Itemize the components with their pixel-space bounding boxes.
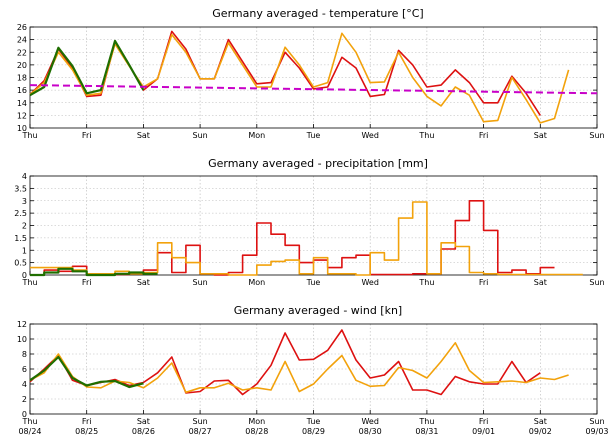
precipitation-xtick-label: Wed (361, 278, 378, 287)
wind-xtick-label: Thu (418, 417, 434, 426)
wind-xtick-date: 08/26 (132, 427, 155, 436)
precipitation-ytick-label: 0.5 (14, 259, 27, 268)
precipitation-ytick-label: 3.5 (14, 184, 27, 193)
wind-xtick-label: Sun (589, 417, 604, 426)
precipitation-ytick-label: 1 (22, 246, 27, 255)
precipitation-xtick-label: Sat (534, 278, 547, 287)
temperature-ytick-label: 24 (17, 36, 27, 45)
temperature-xtick-label: Wed (361, 131, 378, 140)
temperature-chart-title: Germany averaged - temperature [°C] (212, 7, 423, 20)
temperature-plot-frame (29, 26, 598, 129)
precipitation-xtick-label: Fri (82, 278, 92, 287)
temperature-xtick-label: Fri (82, 131, 92, 140)
temperature-series-trend (29, 84, 598, 95)
precipitation-ytick-label: 3 (22, 197, 27, 206)
temperature-panel: Germany averaged - temperature [°C] 10 12… (17, 7, 605, 140)
wind-ytick-label: 10 (17, 335, 27, 344)
wind-ytick-label: 12 (17, 320, 27, 329)
temperature-xtick-label: Tue (306, 131, 321, 140)
precipitation-xtick-label: Tue (306, 278, 321, 287)
wind-xtick-label: Tue (306, 417, 321, 426)
temperature-ytick-label: 12 (17, 111, 27, 120)
wind-xtick-label: Sun (192, 417, 207, 426)
temperature-xtick-label: Fri (479, 131, 489, 140)
wind-xtick-label: Sat (137, 417, 150, 426)
wind-xtick-date: 08/31 (415, 427, 438, 436)
wind-xtick-label: Thu (21, 417, 37, 426)
precipitation-plot-frame (29, 175, 598, 276)
wind-ytick-label: 0 (22, 410, 27, 419)
wind-xtick-date: 08/30 (359, 427, 382, 436)
temperature-ytick-label: 14 (17, 99, 27, 108)
wind-xtick-label: Mon (248, 417, 265, 426)
precipitation-xtick-label: Thu (21, 278, 37, 287)
precipitation-panel: Germany averaged - precipitation [mm] 0 0… (14, 157, 604, 287)
wind-xtick-date: 09/02 (529, 427, 552, 436)
temperature-ytick-label: 20 (17, 61, 27, 70)
temperature-xtick-label: Mon (248, 131, 265, 140)
wind-xtick-date: 08/25 (75, 427, 98, 436)
precipitation-xtick-label: Fri (479, 278, 489, 287)
wind-xtick-label: Fri (82, 417, 92, 426)
temperature-ytick-label: 10 (17, 124, 27, 133)
precipitation-chart-title: Germany averaged - precipitation [mm] (208, 157, 428, 170)
wind-chart-title: Germany averaged - wind [kn] (234, 304, 402, 317)
temperature-ytick-label: 22 (17, 48, 27, 57)
wind-xtick-date: 08/24 (18, 427, 41, 436)
temperature-series-green (29, 39, 145, 97)
temperature-ytick-label: 18 (17, 74, 27, 83)
precipitation-series-green (30, 267, 158, 277)
precipitation-xtick-label: Sat (137, 278, 150, 287)
temperature-xtick-label: Thu (21, 131, 37, 140)
precipitation-xtick-label: Sun (589, 278, 604, 287)
wind-ytick-label: 6 (22, 365, 27, 374)
wind-plot-frame (29, 323, 598, 415)
wind-ytick-label: 4 (22, 380, 27, 389)
wind-xtick-date: 08/29 (302, 427, 325, 436)
temperature-xtick-label: Thu (418, 131, 434, 140)
wind-series-red (29, 329, 541, 396)
precipitation-ytick-label: 4 (22, 172, 27, 181)
precipitation-ytick-label: 2.5 (14, 209, 27, 218)
temperature-xtick-label: Sun (192, 131, 207, 140)
wind-xtick-label: Fri (479, 417, 489, 426)
wind-xtick-label: Wed (361, 417, 378, 426)
wind-series-orange (29, 342, 569, 394)
precipitation-xtick-label: Thu (418, 278, 434, 287)
wind-ytick-label: 8 (22, 350, 27, 359)
temperature-series-orange (29, 32, 570, 124)
wind-xtick-date: 08/27 (189, 427, 212, 436)
wind-ytick-label: 2 (22, 395, 27, 404)
precipitation-ytick-label: 0 (22, 271, 27, 280)
wind-xtick-date: 08/28 (245, 427, 268, 436)
wind-panel: Germany averaged - wind [kn] 0 2 4 6 8 10 12 Th… (17, 304, 609, 436)
wind-xtick-date: 09/01 (472, 427, 495, 436)
wind-xtick-date: 09/03 (585, 427, 608, 436)
temperature-xtick-label: Sat (534, 131, 547, 140)
temperature-ytick-label: 26 (17, 23, 27, 32)
wind-series-green (29, 355, 144, 389)
precipitation-xtick-label: Mon (248, 278, 265, 287)
precipitation-ytick-label: 1.5 (14, 234, 27, 243)
temperature-xtick-label: Sat (137, 131, 150, 140)
precipitation-ytick-label: 2 (22, 222, 27, 231)
temperature-ytick-label: 16 (17, 86, 27, 95)
temperature-xtick-label: Sun (589, 131, 604, 140)
wind-xtick-label: Sat (534, 417, 547, 426)
precipitation-xtick-label: Sun (192, 278, 207, 287)
